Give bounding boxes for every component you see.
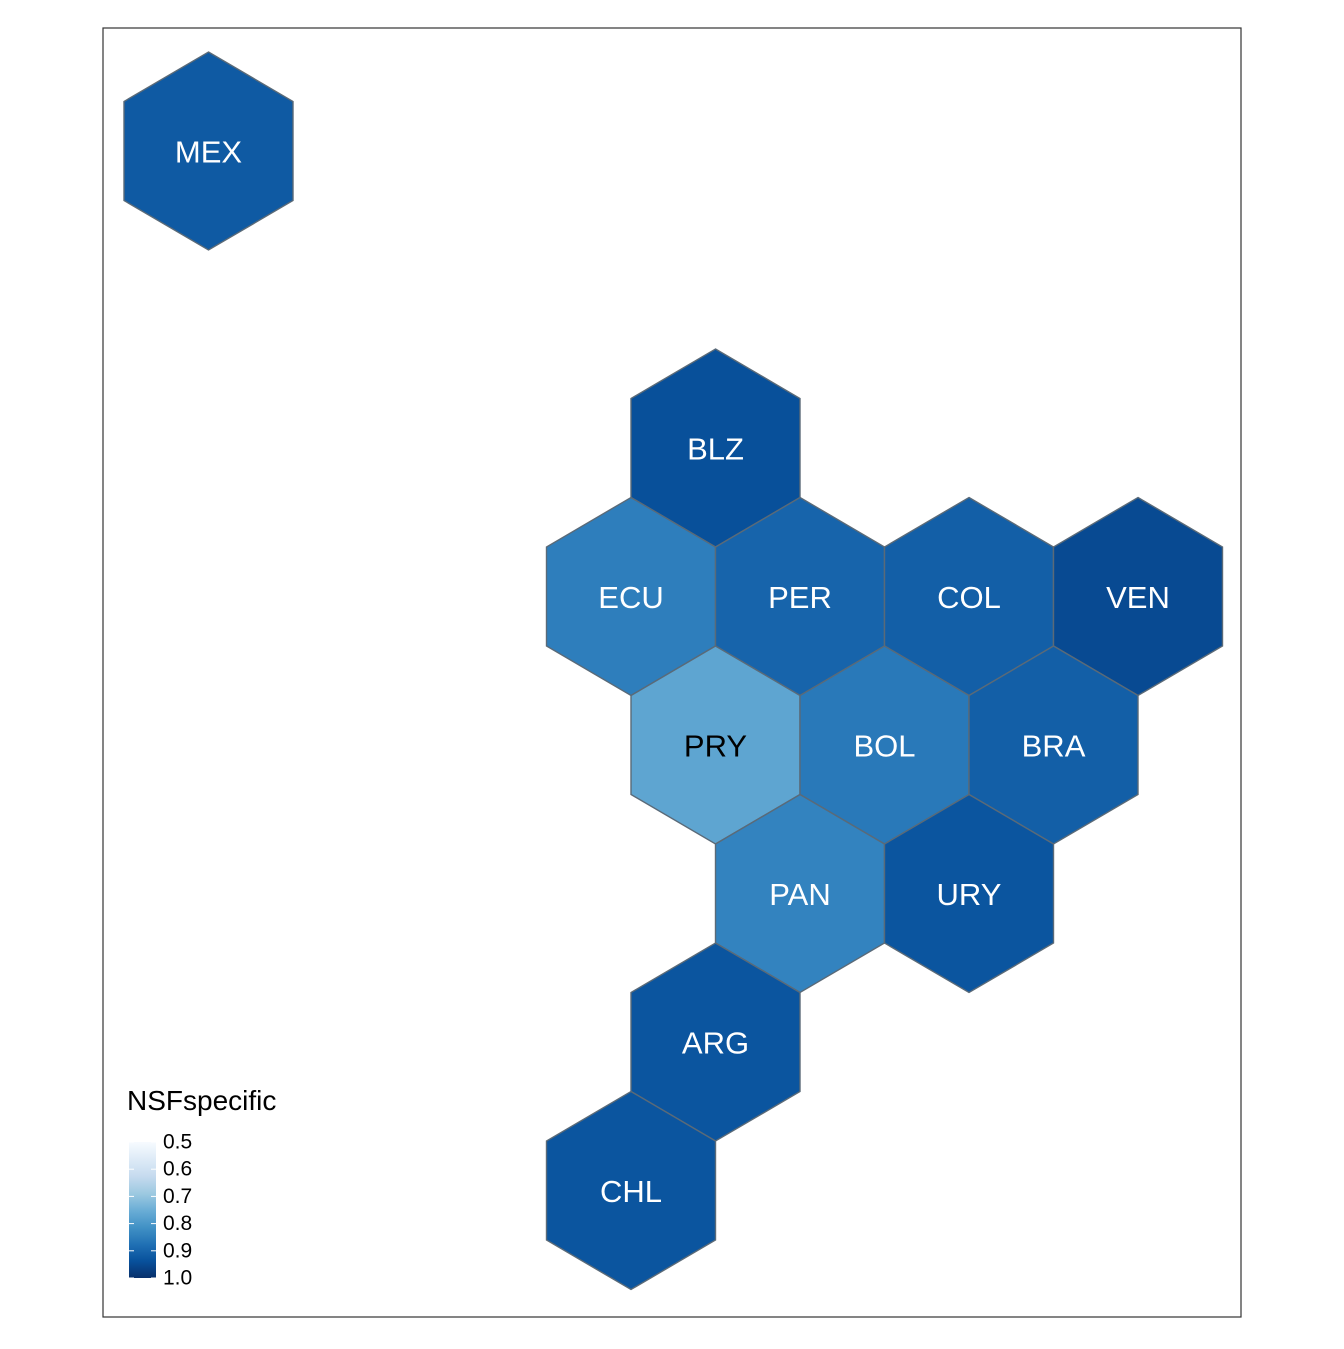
legend-tick-label: 1.0 — [163, 1267, 192, 1290]
hex-label-per: PER — [768, 580, 832, 615]
hex-label-bol: BOL — [853, 729, 915, 764]
hex-label-mex: MEX — [175, 135, 243, 170]
hex-label-ury: URY — [937, 877, 1002, 912]
hex-label-ven: VEN — [1106, 580, 1170, 615]
hex-label-ecu: ECU — [598, 580, 663, 615]
hex-label-blz: BLZ — [687, 432, 744, 467]
hex-label-arg: ARG — [682, 1026, 749, 1061]
hex-ury — [883, 793, 1055, 994]
legend-tick-label: 0.6 — [163, 1158, 192, 1181]
legend: NSFspecific 0.5 0.6 0.7 0.8 0.9 1.0 — [127, 1085, 276, 1290]
hex-chl — [545, 1090, 717, 1291]
legend-tick-label: 0.7 — [163, 1185, 192, 1208]
legend-colorbar — [129, 1142, 156, 1278]
legend-ticks: 0.5 0.6 0.7 0.8 0.9 1.0 — [129, 1131, 192, 1290]
hex-label-pry: PRY — [684, 729, 747, 764]
hex-label-chl: CHL — [600, 1174, 662, 1209]
legend-tick-label: 0.5 — [163, 1131, 192, 1154]
legend-title: NSFspecific — [127, 1085, 276, 1116]
hex-label-col: COL — [937, 580, 1001, 615]
hex-mex — [123, 51, 294, 251]
hex-label-bra: BRA — [1022, 729, 1086, 764]
hex-label-pan: PAN — [769, 877, 830, 912]
legend-tick-label: 0.9 — [163, 1239, 192, 1262]
legend-tick-label: 0.8 — [163, 1212, 192, 1235]
hex-layer: MEX BLZ ECU PER COL VEN PRY BOL BRA PAN URY ARG CHL — [123, 51, 1224, 1291]
